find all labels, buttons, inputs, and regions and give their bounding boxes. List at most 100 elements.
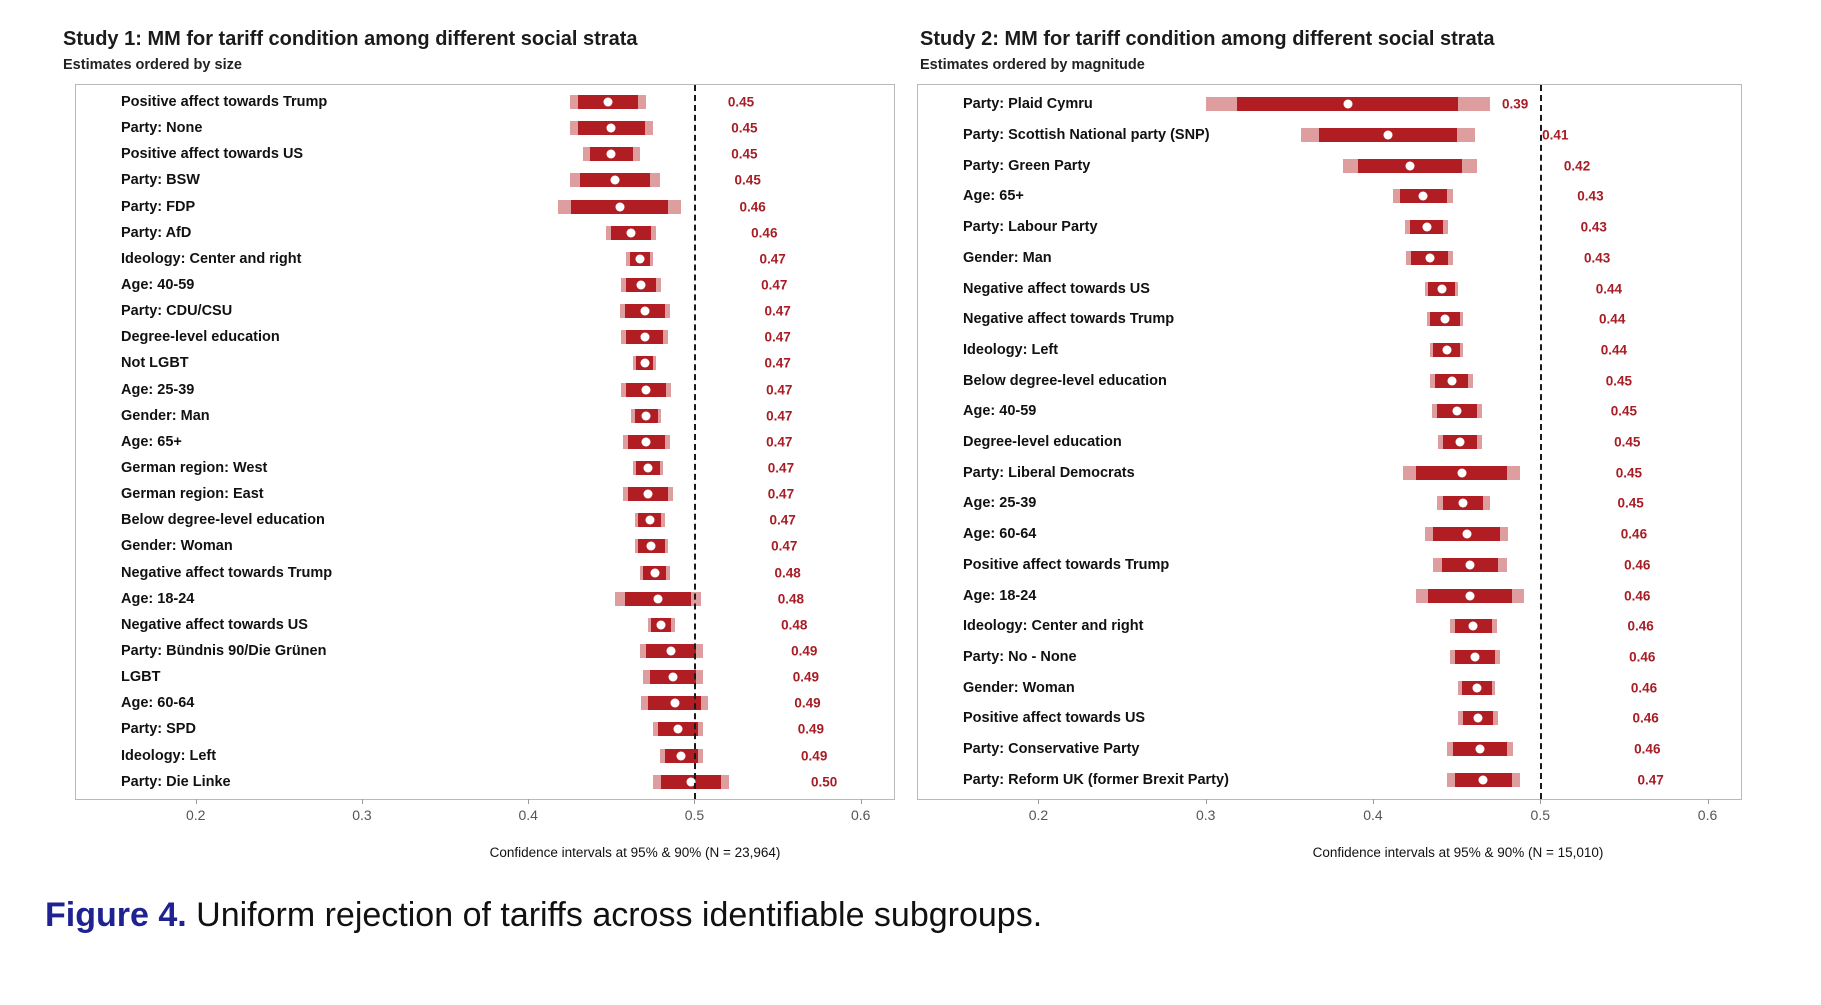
point-estimate-dot <box>1425 253 1435 263</box>
estimate-row: Party: Scottish National party (SNP) 0.41 <box>918 120 1741 151</box>
figure-caption-label: Figure 4. <box>45 896 187 934</box>
value-label: 0.47 <box>767 460 795 476</box>
x-tick-mark <box>361 799 363 804</box>
estimate-row: Below degree-level education 0.45 <box>918 365 1741 396</box>
row-label: Age: 40-59 <box>963 403 1037 420</box>
value-label: 0.47 <box>759 251 786 267</box>
value-label: 0.47 <box>1637 772 1664 788</box>
value-label: 0.45 <box>1617 495 1644 511</box>
x-tick-label: 0.3 <box>352 807 372 823</box>
point-estimate-dot <box>640 358 650 368</box>
estimate-row: Positive affect towards US 0.45 <box>76 141 894 167</box>
point-estimate-dot <box>640 306 650 316</box>
estimate-row: Age: 18-24 0.46 <box>918 580 1741 611</box>
point-estimate-dot <box>1442 345 1452 355</box>
row-label: Age: 40-59 <box>121 277 195 294</box>
value-label: 0.46 <box>739 199 766 215</box>
row-label: Party: Labour Party <box>963 219 1098 236</box>
point-estimate-dot <box>1458 498 1468 508</box>
point-estimate-dot <box>610 175 620 185</box>
point-estimate-dot <box>1468 621 1478 631</box>
estimate-row: Gender: Woman 0.46 <box>918 672 1741 703</box>
estimate-row: Party: AfD 0.46 <box>76 220 894 246</box>
value-label: 0.48 <box>774 565 801 581</box>
row-label: Party: Bündnis 90/Die Grünen <box>121 643 327 660</box>
x-axis: 0.2 0.3 0.4 0.5 0.6 <box>918 799 1741 839</box>
point-estimate-dot <box>640 332 650 342</box>
estimate-row: LGBT 0.49 <box>76 664 894 690</box>
row-label: Party: Scottish National party (SNP) <box>963 127 1210 144</box>
value-label: 0.49 <box>797 721 824 737</box>
estimate-row: Age: 65+ 0.47 <box>76 429 894 455</box>
ci-note: Confidence intervals at 95% & 90% (N = 1… <box>1312 845 1604 860</box>
estimate-row: German region: West 0.47 <box>76 455 894 481</box>
row-label: Positive affect towards US <box>121 146 304 163</box>
estimate-row: Party: Plaid Cymru 0.39 <box>918 89 1741 120</box>
estimate-row: Ideology: Left 0.49 <box>76 743 894 769</box>
point-estimate-dot <box>1452 406 1462 416</box>
panel-subtitle: Estimates ordered by size <box>63 57 242 73</box>
row-label: Positive affect towards Trump <box>121 94 328 111</box>
value-label: 0.49 <box>791 643 818 659</box>
estimate-row: Party: No - None 0.46 <box>918 642 1741 673</box>
row-label: Below degree-level education <box>963 372 1167 389</box>
row-label: Age: 18-24 <box>121 590 195 607</box>
estimate-row: Age: 25-39 0.45 <box>918 488 1741 519</box>
point-estimate-dot <box>1343 99 1353 109</box>
point-estimate-dot <box>666 646 676 656</box>
point-estimate-dot <box>1447 376 1457 386</box>
estimate-row: Party: Labour Party 0.43 <box>918 212 1741 243</box>
estimate-row: Age: 25-39 0.47 <box>76 377 894 403</box>
estimate-row: Party: CDU/CSU 0.47 <box>76 298 894 324</box>
value-label: 0.47 <box>764 303 791 319</box>
point-estimate-dot <box>636 280 646 290</box>
value-label: 0.46 <box>1624 557 1651 573</box>
point-estimate-dot <box>656 620 666 630</box>
row-label: Negative affect towards Trump <box>963 311 1175 328</box>
estimate-row: Negative affect towards Trump 0.44 <box>918 304 1741 335</box>
estimate-row: Party: FDP 0.46 <box>76 194 894 220</box>
x-tick-label: 0.6 <box>851 807 871 823</box>
row-label: Degree-level education <box>963 434 1122 451</box>
value-label: 0.45 <box>1614 434 1641 450</box>
row-label: Not LGBT <box>121 355 189 372</box>
estimate-row: Negative affect towards US 0.44 <box>918 273 1741 304</box>
row-label: Party: Green Party <box>963 157 1091 174</box>
point-estimate-dot <box>641 437 651 447</box>
x-tick-label: 0.5 <box>1530 807 1550 823</box>
row-label: Positive affect towards Trump <box>963 556 1170 573</box>
row-label: Negative affect towards US <box>121 616 308 633</box>
x-tick-label: 0.6 <box>1697 807 1718 823</box>
value-label: 0.44 <box>1599 311 1626 327</box>
estimate-row: Negative affect towards US 0.48 <box>76 612 894 638</box>
row-label: Gender: Man <box>963 249 1052 266</box>
plot-area: Positive affect towards Trump 0.45 Party: … <box>75 84 895 823</box>
estimate-row: Party: SPD 0.49 <box>76 716 894 742</box>
row-label: Gender: Man <box>121 407 210 424</box>
reference-line <box>694 85 697 799</box>
point-estimate-dot <box>1475 744 1485 754</box>
value-label: 0.47 <box>764 329 791 345</box>
estimate-row: Ideology: Center and right 0.46 <box>918 611 1741 642</box>
value-label: 0.42 <box>1563 158 1591 174</box>
point-estimate-dot <box>635 254 645 264</box>
point-estimate-dot <box>1478 775 1488 785</box>
row-label: Ideology: Left <box>121 747 217 764</box>
point-estimate-dot <box>1470 652 1480 662</box>
x-tick-mark <box>694 799 696 804</box>
x-tick-label: 0.2 <box>185 807 206 823</box>
point-estimate-dot <box>650 568 660 578</box>
row-label: Ideology: Center and right <box>963 618 1144 635</box>
value-label: 0.45 <box>731 146 758 162</box>
value-label: 0.46 <box>1627 618 1654 634</box>
value-label: 0.47 <box>767 486 795 502</box>
ci-note: Confidence intervals at 95% & 90% (N = 2… <box>489 845 781 860</box>
value-label: 0.45 <box>1610 403 1638 419</box>
value-label: 0.46 <box>1632 710 1659 726</box>
estimate-row: Ideology: Center and right 0.47 <box>76 246 894 272</box>
estimate-row: Positive affect towards Trump 0.45 <box>76 89 894 115</box>
estimate-row: Age: 65+ 0.43 <box>918 181 1741 212</box>
point-estimate-dot <box>606 149 616 159</box>
value-label: 0.46 <box>1620 526 1648 542</box>
x-tick-mark <box>860 799 862 804</box>
